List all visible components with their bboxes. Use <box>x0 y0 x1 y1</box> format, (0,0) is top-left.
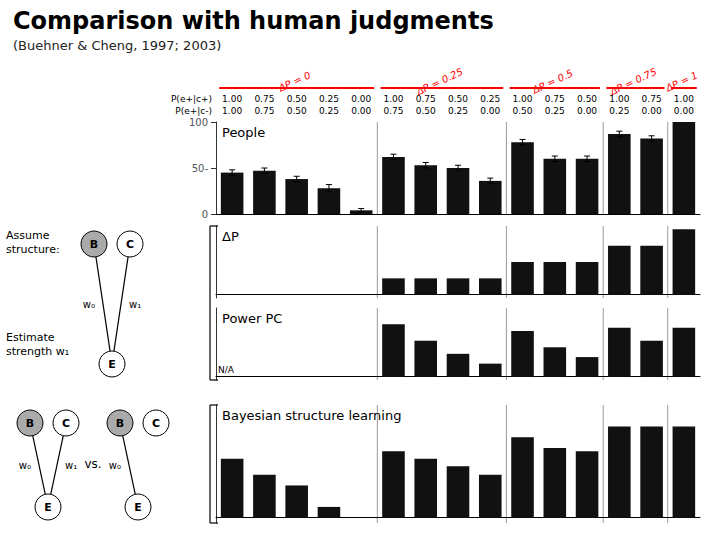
svg-text:w₁: w₁ <box>65 460 77 471</box>
svg-text:C: C <box>62 417 70 430</box>
svg-text:ΔP = 0: ΔP = 0 <box>276 69 312 94</box>
svg-text:w₀: w₀ <box>109 460 121 471</box>
svg-text:ΔP = 1: ΔP = 1 <box>663 69 699 94</box>
svg-text:N/A: N/A <box>218 365 235 375</box>
svg-text:0.75: 0.75 <box>254 94 274 104</box>
svg-text:E: E <box>108 358 116 371</box>
svg-text:0.25: 0.25 <box>319 106 339 116</box>
svg-text:0.00: 0.00 <box>674 106 694 116</box>
svg-text:0.25: 0.25 <box>609 106 629 116</box>
svg-text:(Buehner & Cheng, 1997; 2003): (Buehner & Cheng, 1997; 2003) <box>13 38 221 53</box>
svg-text:E: E <box>134 501 142 514</box>
svg-text:0.50: 0.50 <box>513 106 533 116</box>
svg-text:0.75: 0.75 <box>416 94 436 104</box>
svg-text:Assume: Assume <box>6 229 50 242</box>
svg-text:E: E <box>44 501 52 514</box>
svg-text:1.00: 1.00 <box>222 94 242 104</box>
svg-text:0.00: 0.00 <box>351 94 371 104</box>
svg-text:0.00: 0.00 <box>577 106 597 116</box>
svg-text:structure:: structure: <box>6 243 60 256</box>
svg-text:P(e+|c-): P(e+|c-) <box>175 106 212 116</box>
svg-text:w₁: w₁ <box>129 299 141 310</box>
svg-text:1.00: 1.00 <box>674 94 694 104</box>
svg-text:Comparison with human judgment: Comparison with human judgments <box>13 7 494 35</box>
svg-text:w₀: w₀ <box>83 299 95 310</box>
svg-text:strength w₁: strength w₁ <box>6 345 69 358</box>
svg-text:People: People <box>222 125 265 140</box>
svg-text:w₀: w₀ <box>19 460 31 471</box>
svg-text:0.00: 0.00 <box>351 106 371 116</box>
svg-text:100: 100 <box>189 117 208 128</box>
svg-text:0.75: 0.75 <box>642 94 662 104</box>
svg-text:ΔP: ΔP <box>222 229 239 244</box>
svg-text:Power PC: Power PC <box>222 311 282 326</box>
svg-text:ΔP = 0.25: ΔP = 0.25 <box>414 66 465 97</box>
svg-text:B: B <box>26 417 34 430</box>
svg-text:0.75: 0.75 <box>254 106 274 116</box>
svg-text:B: B <box>90 238 98 251</box>
svg-text:Estimate: Estimate <box>6 331 55 344</box>
svg-text:1.00: 1.00 <box>513 94 533 104</box>
svg-text:0.25: 0.25 <box>545 106 565 116</box>
svg-text:C: C <box>152 417 160 430</box>
svg-text:vs.: vs. <box>84 457 101 471</box>
svg-text:1.00: 1.00 <box>383 94 403 104</box>
svg-text:0.50: 0.50 <box>448 94 468 104</box>
svg-text:ΔP = 0.75: ΔP = 0.75 <box>608 66 659 97</box>
svg-text:0.25: 0.25 <box>448 106 468 116</box>
svg-text:Bayesian structure learning: Bayesian structure learning <box>222 408 401 423</box>
svg-text:1.00: 1.00 <box>222 106 242 116</box>
svg-text:C: C <box>126 238 134 251</box>
svg-text:0.50: 0.50 <box>416 106 436 116</box>
svg-text:0.00: 0.00 <box>480 106 500 116</box>
svg-text:0.75: 0.75 <box>383 106 403 116</box>
svg-text:B: B <box>116 417 124 430</box>
svg-text:0.50: 0.50 <box>577 94 597 104</box>
svg-text:0: 0 <box>202 209 208 220</box>
svg-text:0.25: 0.25 <box>480 94 500 104</box>
svg-text:0.75: 0.75 <box>545 94 565 104</box>
svg-text:P(e+|c+): P(e+|c+) <box>171 94 212 104</box>
svg-text:ΔP = 0.5: ΔP = 0.5 <box>530 67 575 96</box>
svg-text:0.25: 0.25 <box>319 94 339 104</box>
svg-text:50-: 50- <box>192 163 209 174</box>
svg-text:0.50: 0.50 <box>287 94 307 104</box>
svg-text:0.00: 0.00 <box>642 106 662 116</box>
svg-text:0.50: 0.50 <box>287 106 307 116</box>
svg-text:1.00: 1.00 <box>609 94 629 104</box>
